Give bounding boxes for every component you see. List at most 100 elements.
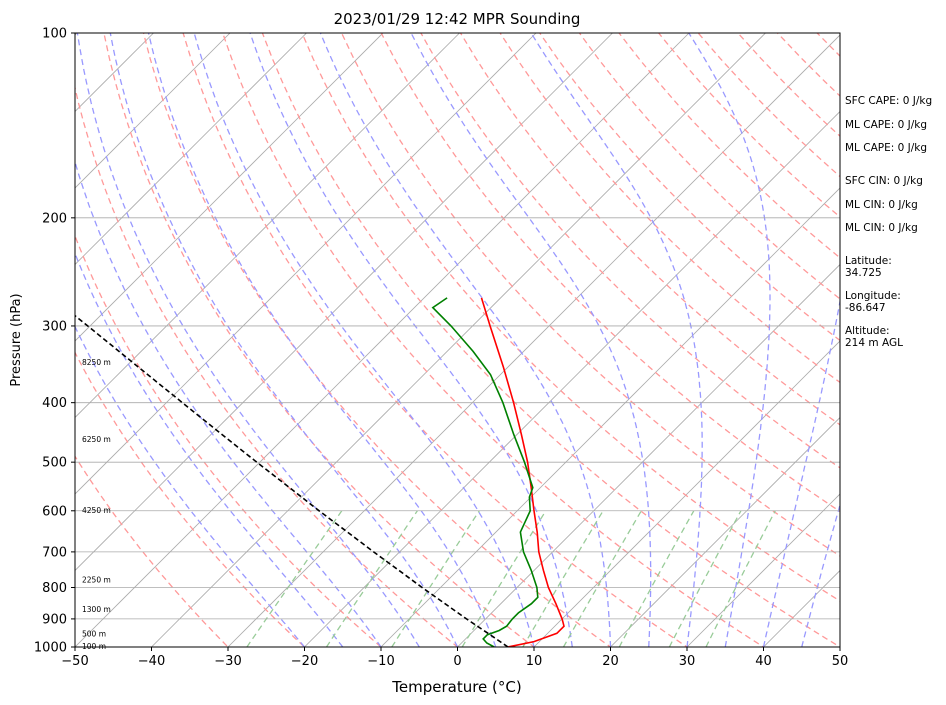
moist-adiabat-line: [801, 502, 840, 647]
moist-adiabat-line: [75, 159, 382, 647]
ml-cin-label-2: ML CIN: 0 J/kg: [845, 222, 918, 234]
moist-adiabat-line: [193, 33, 535, 647]
x-tick-label: −30: [214, 654, 241, 669]
profile-lines: [75, 297, 565, 647]
moist-adiabat-line: [530, 33, 703, 647]
dry-adiabat-line: [261, 33, 840, 647]
longitude-label: Longitude: -86.647: [845, 290, 901, 314]
x-tick-label: −50: [61, 654, 88, 669]
x-tick-label: −20: [291, 654, 318, 669]
altitude-label: Altitude: 214 m AGL: [845, 325, 903, 349]
y-tick-label: 200: [42, 211, 67, 226]
mixing-ratio-line: [562, 510, 642, 647]
isotherm-line: [227, 34, 840, 647]
mixing-ratio-line: [461, 510, 547, 647]
moist-adiabat-line: [249, 33, 573, 647]
dry-adiabat-line: [75, 85, 459, 647]
x-tick-label: −10: [367, 654, 394, 669]
dry-adiabat-line: [420, 33, 840, 469]
moist-adiabat-line: [147, 33, 497, 647]
y-tick-label: 900: [42, 612, 67, 627]
dry-adiabat-line: [142, 33, 612, 647]
moist-adiabat-line: [410, 33, 652, 647]
isotherm-line: [75, 33, 690, 647]
dry-adiabat-line: [75, 234, 382, 647]
isotherm-line: [75, 33, 384, 342]
mixing-ratio-line: [522, 510, 604, 647]
dewpoint-line: [431, 297, 539, 647]
x-tick-label: −40: [138, 654, 165, 669]
isotherm-line: [75, 33, 155, 113]
dry-adiabat-line: [380, 33, 840, 513]
y-tick-label: 1000: [34, 641, 67, 656]
isotherm-line: [75, 33, 308, 266]
moist-adiabat-line: [688, 33, 771, 647]
isotherm-line: [456, 263, 840, 647]
parcel-line: [75, 314, 509, 647]
latitude-label: Latitude: 34.725: [845, 255, 892, 279]
mixing-ratio-line: [618, 510, 695, 647]
height-label: 1300 m: [82, 605, 111, 614]
y-tick-label: 700: [42, 545, 67, 560]
dry-adiabat-line: [341, 33, 840, 557]
y-tick-label: 800: [42, 581, 67, 596]
dry-adiabat-line: [75, 455, 229, 647]
isotherm-line: [686, 493, 840, 647]
x-tick-label: 30: [679, 654, 696, 669]
temperature-line: [480, 297, 565, 647]
mixing-ratio-line: [668, 510, 742, 647]
x-tick-label: 20: [602, 654, 619, 669]
y-axis-label: Pressure (hPa): [9, 293, 24, 386]
plot-frame: [74, 32, 841, 648]
ml-cape-label: ML CAPE: 0 J/kg: [845, 119, 928, 131]
chart-title: 2023/01/29 12:42 MPR Sounding: [334, 10, 581, 28]
y-tick-label: 500: [42, 456, 67, 471]
height-label: 4250 m: [82, 506, 111, 515]
dry-adiabat-line: [103, 33, 536, 647]
y-tick-label: 600: [42, 504, 67, 519]
mixing-ratio-line: [325, 510, 418, 647]
height-label: 8250 m: [82, 358, 111, 367]
sfc-cin-label: SFC CIN: 0 J/kg: [845, 175, 923, 187]
moist-adiabat-line: [76, 33, 420, 647]
x-axis-label: Temperature (°C): [391, 678, 521, 696]
y-tick-label: 100: [42, 27, 67, 42]
x-axis-ticks: −50 −40 −30 −20 −10 0 10 20 30 40 50: [61, 647, 848, 669]
height-label: 2250 m: [82, 576, 111, 585]
sfc-cape-label: SFC CAPE: 0 J/kg: [845, 95, 933, 107]
y-tick-label: 300: [42, 319, 67, 334]
y-axis-ticks: 100 200 300 400 500 600 700 800 900 1000: [34, 27, 75, 656]
ml-cin-label: ML CIN: 0 J/kg: [845, 199, 918, 211]
isotherm-line: [303, 110, 840, 647]
dry-adiabat-line: [222, 33, 765, 647]
isotherm-line: [75, 33, 537, 495]
height-label: 500 m: [82, 630, 106, 639]
y-tick-label: 400: [42, 396, 67, 411]
isotherm-line: [150, 33, 767, 647]
dry-adiabat-line: [301, 33, 840, 602]
moist-adiabat-line: [762, 298, 840, 647]
height-label: 6250 m: [82, 435, 111, 444]
x-tick-label: 10: [526, 654, 543, 669]
dry-adiabat-line: [459, 33, 840, 426]
dry-adiabat-line: [182, 33, 689, 647]
isotherm-line: [609, 416, 840, 647]
moist-adiabat-line: [75, 251, 344, 647]
x-tick-label: 50: [832, 654, 849, 669]
ml-cape-label-2: ML CAPE: 0 J/kg: [845, 142, 928, 154]
isotherm-line: [75, 33, 461, 419]
moist-adiabat-line: [109, 33, 459, 647]
moist-adiabat-line: [319, 33, 612, 647]
pressure-gridlines: [75, 33, 840, 647]
mixing-ratio-line: [705, 510, 776, 647]
isotherm-line: [533, 340, 840, 647]
x-tick-label: 40: [755, 654, 772, 669]
dry-adiabat-line: [499, 33, 840, 384]
dry-adiabat-line: [75, 351, 306, 647]
x-tick-label: 0: [453, 654, 461, 669]
isotherm-line: [75, 33, 231, 189]
background-lines: [75, 33, 840, 647]
isotherm-line: [380, 187, 840, 647]
isotherm-line: [75, 33, 614, 572]
